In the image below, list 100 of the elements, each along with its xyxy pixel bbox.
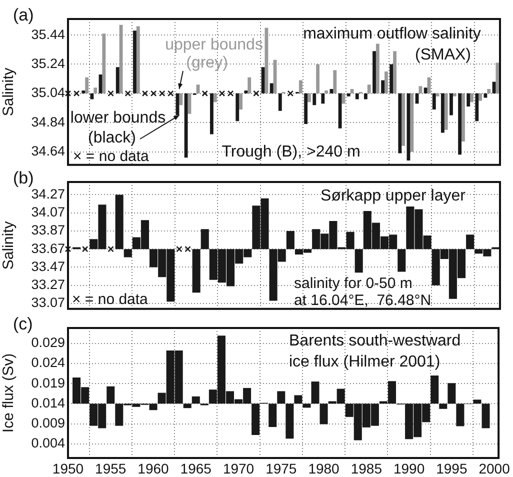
x-tick-label: 1985 (350, 460, 382, 476)
y-tick-label: 0.019 (31, 375, 65, 390)
bar (478, 93, 482, 101)
bar (410, 93, 414, 152)
bar (321, 93, 325, 104)
bar (183, 404, 192, 408)
y-tick-label: 0.014 (31, 395, 66, 410)
bar (402, 93, 406, 146)
bar (308, 93, 311, 102)
bar (393, 51, 396, 94)
bar (448, 383, 456, 404)
bar (354, 249, 363, 273)
y-tick-label: 33.87 (31, 222, 65, 238)
bar (196, 84, 200, 94)
bar (436, 93, 440, 96)
bar (298, 80, 302, 94)
bar (248, 77, 252, 94)
bar (316, 64, 320, 94)
bar (261, 67, 265, 94)
x-tick-label: 1970 (222, 460, 254, 476)
y-tick-label: 35.44 (31, 26, 66, 42)
bar (381, 80, 385, 94)
bar (458, 93, 462, 155)
y-tick-label: 34.64 (31, 143, 66, 158)
y-tick-label: 0.024 (31, 355, 66, 370)
bar (462, 93, 465, 142)
x-tick-label: 1950 (52, 460, 84, 476)
bar (466, 93, 470, 107)
annotation: salinity for 0-50 m at 16.04°E, 76.48°N (294, 275, 432, 310)
bar (85, 77, 89, 94)
bar (252, 404, 260, 436)
bar (439, 404, 448, 409)
bar (364, 93, 368, 100)
annotation: upper bounds (grey) (165, 36, 263, 72)
bar (102, 34, 106, 94)
bar (106, 386, 115, 404)
bar (324, 90, 328, 94)
bar (124, 249, 132, 258)
bar (444, 93, 448, 130)
y-axis-title: Ice flux (Sv) (0, 353, 18, 433)
bar (286, 230, 294, 250)
bar (484, 93, 488, 98)
bar (136, 26, 140, 94)
y-tick-label: 34.84 (31, 114, 66, 130)
bar (294, 395, 302, 404)
bar (192, 396, 200, 404)
annotation: Trough (B), >240 m (222, 143, 360, 160)
x-tick-label: 1960 (138, 460, 170, 476)
x-tick-label: 1965 (180, 460, 212, 476)
bar (492, 82, 496, 94)
bar (213, 93, 217, 102)
annotation: maximum outflow salinity (SMAX) (303, 25, 481, 64)
y-tick-label: 0.009 (31, 416, 65, 431)
bar (487, 89, 491, 94)
bar (475, 93, 479, 122)
bar (302, 404, 311, 408)
chart-title: (a) (13, 6, 34, 25)
bar (376, 44, 380, 94)
bar (432, 93, 436, 110)
bar (184, 93, 188, 158)
bar (244, 90, 248, 94)
bar (496, 62, 500, 94)
y-tick-label: 0.029 (31, 335, 65, 350)
bar (116, 67, 120, 94)
annotation: Sørkapp upper layer (320, 187, 466, 204)
bar (179, 93, 183, 106)
bar (350, 89, 354, 94)
x-tick-label: 1990 (393, 460, 425, 476)
bar (342, 93, 346, 104)
x-tick-label: 1995 (436, 460, 468, 476)
bar (278, 93, 282, 111)
bar (470, 93, 474, 102)
y-tick-label: 33.07 (31, 295, 65, 310)
y-tick-label: 33.47 (31, 258, 65, 274)
bar (192, 249, 200, 293)
y-axis-title: Salinity (0, 220, 18, 270)
chart-title: (c) (13, 314, 33, 334)
bar (473, 400, 482, 404)
bar (372, 51, 376, 94)
y-tick-label: 34.27 (31, 186, 65, 202)
bar (466, 234, 474, 250)
bar (311, 382, 320, 404)
bar (482, 404, 490, 428)
bar (133, 30, 136, 94)
chart-title: (b) (13, 168, 34, 188)
bar (452, 93, 456, 96)
bar (270, 83, 274, 94)
bar (430, 375, 439, 404)
bar (286, 404, 294, 439)
bar (200, 229, 209, 250)
bar (115, 194, 124, 250)
annotation: Barents south-westward ice flux (Hilmer 2001) (289, 332, 461, 370)
bar (210, 93, 214, 134)
x-tick-label: 1975 (266, 460, 297, 476)
bar (236, 93, 240, 122)
y-tick-label: 35.24 (31, 56, 66, 71)
annotation: × = no data (73, 148, 150, 166)
bar (450, 93, 453, 116)
bar (312, 93, 316, 106)
bar (440, 93, 444, 133)
